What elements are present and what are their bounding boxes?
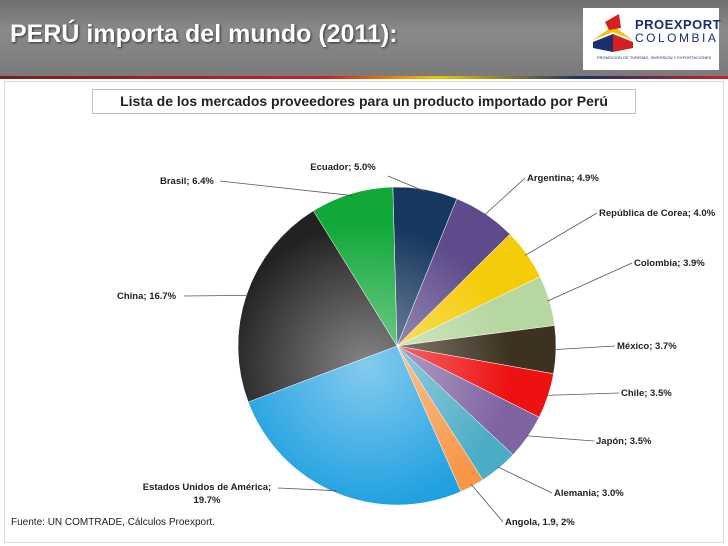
slice-label: Angola, 1.9, 2% (505, 517, 575, 528)
leader-line (387, 175, 426, 192)
logo-mark-icon (593, 14, 633, 52)
leader-line (546, 392, 620, 396)
slice-label: México; 3.7% (617, 341, 677, 352)
chart-title: Lista de los mercados proveedores para u… (92, 89, 636, 114)
slice-label: China; 16.7% (117, 291, 177, 302)
leader-line (277, 487, 337, 492)
slice-label: Japón; 3.5% (596, 436, 652, 447)
leader-line (497, 466, 553, 494)
color-stripe (0, 76, 728, 79)
leader-line (183, 294, 249, 297)
pie-highlight (223, 222, 511, 510)
leader-line (525, 435, 595, 442)
logo-country: COLOMBIA (635, 31, 719, 45)
slice-label: República de Corea; 4.0% (599, 208, 716, 219)
proexport-logo: PROEXPORT COLOMBIA PROMOCIÓN DE TURISMO,… (583, 8, 722, 70)
slice-label: Estados Unidos de América; (143, 482, 271, 493)
logo-tagline: PROMOCIÓN DE TURISMO, INVERSIÓN Y EXPORT… (597, 55, 712, 60)
slice-label: Ecuador; 5.0% (310, 162, 376, 173)
slide-title: PERÚ importa del mundo (2011): (10, 20, 398, 48)
slice-label: Colombia; 3.9% (634, 258, 705, 269)
leader-line (483, 177, 526, 216)
leader-line (219, 180, 353, 196)
slice-label: Alemania; 3.0% (554, 488, 624, 499)
slice-label-value: 19.7% (194, 495, 221, 506)
slice-label: Brasil; 6.4% (160, 176, 214, 187)
source-note: Fuente: UN COMTRADE, Cálculos Proexport. (11, 517, 215, 528)
slice-label: Argentina; 4.9% (527, 173, 599, 184)
logo-name: PROEXPORT (635, 17, 722, 32)
leader-line (470, 484, 504, 523)
leader-line (524, 212, 598, 256)
leader-line (553, 345, 616, 351)
slice-label: Chile; 3.5% (621, 388, 672, 399)
leader-line (547, 262, 633, 302)
